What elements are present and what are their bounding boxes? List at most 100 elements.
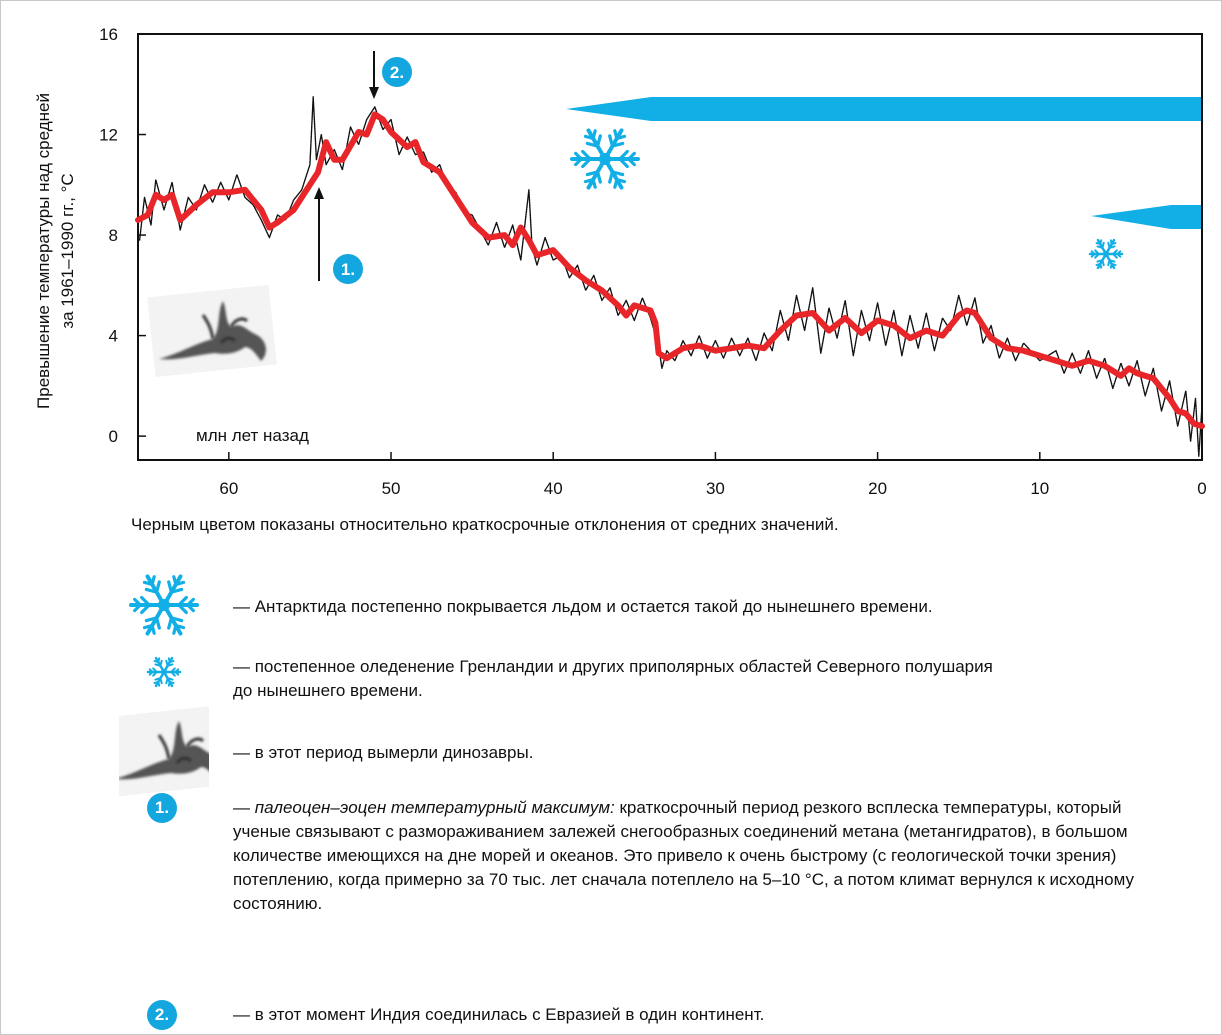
snowflake-branch — [167, 580, 174, 594]
snowflake-branch — [1094, 249, 1100, 255]
line-series — [138, 96, 1203, 457]
snowflake-core — [1102, 250, 1110, 258]
ice-wedge — [566, 97, 1202, 121]
snowflake-branch — [169, 616, 184, 623]
y-tick-label: 0 — [109, 427, 118, 446]
snowflake-branch — [133, 597, 142, 607]
x-tick-label: 20 — [868, 479, 887, 498]
note-text: — в этот период вымерли динозавры. — [233, 743, 534, 762]
snowflake-branch — [1095, 262, 1102, 266]
snowflake-branch — [140, 595, 151, 607]
snowflake-branch — [585, 141, 600, 148]
snowflake-branch — [591, 129, 597, 141]
snowflake-icon — [129, 574, 199, 636]
snowflake-branch — [166, 663, 174, 667]
y-tick-label: 8 — [109, 226, 118, 245]
y-axis-label: за 1961–1990 гг., °С — [58, 173, 77, 328]
snowflake-branch — [154, 616, 161, 630]
plot-frame — [137, 33, 1203, 461]
snowflake-branch — [595, 170, 602, 184]
snowflake-branch — [608, 170, 615, 184]
snowflake-branch — [169, 587, 184, 594]
snowflake-branch — [1096, 259, 1104, 263]
note-text: — постепенное оледенение Гренландии и др… — [233, 657, 993, 700]
dinosaur-image — [147, 284, 277, 378]
snowflake-branch — [153, 680, 160, 684]
note-text: — палеоцен–эоцен температурный максимум:… — [233, 796, 1138, 916]
snowflake-branch — [574, 151, 583, 161]
snowflake-icon — [146, 656, 182, 688]
snowflake-branch — [177, 603, 188, 615]
x-tick-label: 50 — [382, 479, 401, 498]
snowflake-branch — [167, 616, 174, 630]
snowflake-branch — [1112, 253, 1118, 259]
snowflake-branch — [613, 177, 619, 189]
snowflake-branch — [627, 157, 636, 167]
snowflake-branch — [583, 177, 595, 184]
snowflake-branch — [610, 141, 625, 148]
x-tick-label: 0 — [1197, 479, 1206, 498]
y-tick-label: 16 — [99, 25, 118, 44]
x-tick-label: 60 — [219, 479, 238, 498]
snowflake-core — [160, 668, 168, 676]
arrowhead — [314, 187, 324, 199]
snowflake-core — [598, 152, 612, 166]
snowflake-branch — [186, 603, 195, 613]
snowflake-branch — [165, 677, 169, 685]
ice-wedge — [1091, 205, 1202, 229]
snowflake-branch — [581, 149, 592, 161]
snowflake-branch — [1116, 253, 1122, 258]
legend-icons — [119, 574, 209, 798]
dinosaur-detail — [201, 314, 249, 344]
snowflake-branch — [1107, 259, 1111, 267]
chart: млн лет назад Превышение температуры над… — [34, 25, 1207, 498]
snowflake-branch — [1110, 242, 1117, 246]
badge: 2. — [147, 1000, 177, 1030]
snowflake-branch — [142, 623, 154, 630]
snowflake-branch — [152, 667, 158, 673]
snowflake-branch — [618, 157, 629, 169]
y-axis-label: Превышение температуры над средней — [34, 93, 53, 409]
dinosaur — [119, 721, 209, 780]
note-text: — Антарктида постепенно покрывается льдо… — [233, 597, 933, 616]
note-dash: — — [233, 798, 250, 817]
snowflake-branch — [170, 671, 176, 677]
snowflake-branch — [581, 157, 592, 169]
snowflake-branch — [1109, 262, 1113, 269]
snowflake-branch — [140, 603, 151, 615]
line-series — [135, 111, 1205, 430]
note-text: — в этот момент Индия соединилась с Евра… — [233, 1005, 765, 1024]
snowflake-branch — [595, 134, 602, 148]
x-tick-label: 10 — [1030, 479, 1049, 498]
snowflake-branch — [177, 595, 188, 607]
snowflake-branch — [167, 680, 171, 687]
x-axis-label: млн лет назад — [196, 426, 309, 445]
snowflake-branch — [1099, 239, 1103, 246]
snowflake-branch — [144, 616, 159, 623]
caption: Черным цветом показаны относительно крат… — [131, 515, 839, 534]
snowflake-branch — [154, 580, 161, 594]
snowflake-branch — [174, 580, 186, 587]
x-tick-label: 40 — [544, 479, 563, 498]
snowflake-branch — [148, 668, 154, 673]
snowflake-branch — [608, 134, 615, 148]
snowflake-branch — [618, 149, 629, 161]
snowflake-branch — [159, 659, 163, 667]
snowflake-branch — [610, 170, 625, 177]
badge — [333, 254, 363, 284]
y-tick-label: 12 — [99, 126, 118, 145]
note-text: краткосрочный период резкого всплеска те… — [233, 798, 1134, 913]
snowflake-branch — [615, 134, 627, 141]
badge-label: 2. — [390, 63, 404, 82]
snowflake-branch — [157, 657, 161, 664]
x-tick-label: 30 — [706, 479, 725, 498]
snowflake-branch — [1090, 250, 1096, 255]
badge-label: 1. — [341, 260, 355, 279]
y-tick-label: 4 — [109, 327, 118, 346]
dinosaur — [159, 301, 266, 361]
snowflake-branch — [1108, 245, 1116, 249]
snowflake-branch — [172, 623, 178, 635]
arrowhead — [369, 87, 379, 99]
badge: 1. — [147, 793, 177, 823]
